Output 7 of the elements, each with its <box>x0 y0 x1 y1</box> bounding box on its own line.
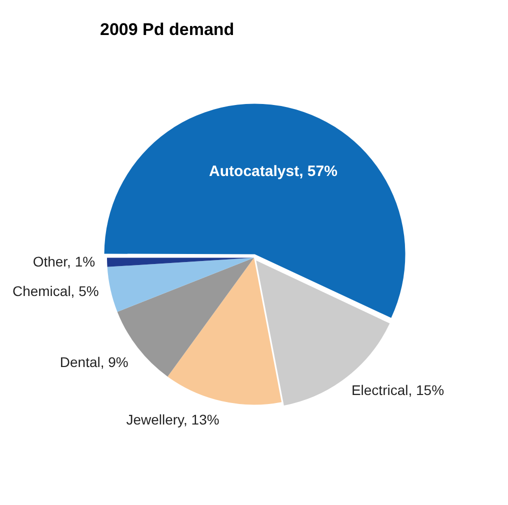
slice-label: Other, 1% <box>32 254 96 270</box>
slice-label: Jewellery, 13% <box>126 412 220 428</box>
slice-label: Autocatalyst, 57% <box>209 162 338 180</box>
slice-label: Dental, 9% <box>60 354 128 370</box>
slice-label: Chemical, 5% <box>12 283 99 300</box>
slice-label: Electrical, 15% <box>351 382 444 398</box>
chart-title: 2009 Pd demand <box>100 20 234 39</box>
